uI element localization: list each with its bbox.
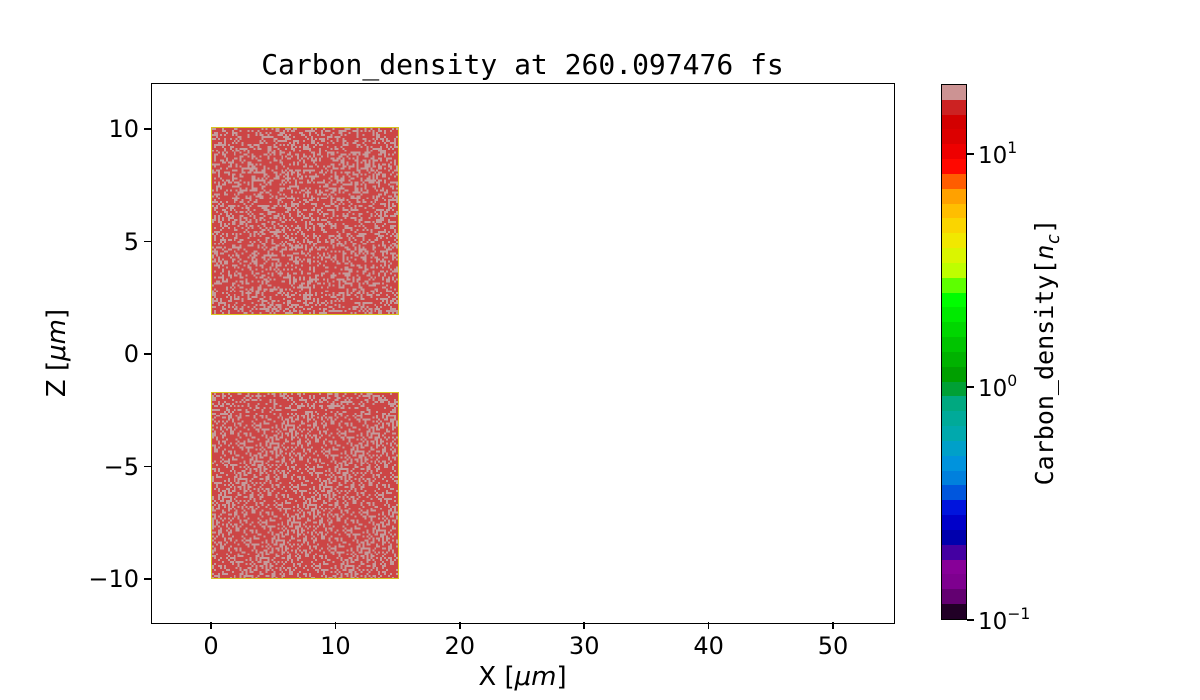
y-axis-tick-label: −5 (103, 452, 139, 481)
colorbar-segment (942, 85, 966, 100)
plot-title: Carbon_density at 260.097476 fs (261, 48, 784, 81)
colorbar-segment (942, 277, 966, 293)
x-axis-tick (832, 622, 834, 629)
colorbar-label: Carbon_density[nc] (1030, 219, 1064, 486)
density-block (210, 126, 399, 316)
x-axis-tick (210, 622, 212, 629)
colorbar-tick-label: 10−1 (978, 604, 1031, 635)
colorbar-segment (942, 366, 966, 382)
colorbar-segment (942, 233, 966, 249)
colorbar-segment (942, 173, 966, 189)
colorbar-label-subscript: c (1043, 233, 1064, 245)
colorbar-segment (942, 262, 966, 278)
x-axis-tick (459, 622, 461, 629)
y-axis-label-close: ] (42, 308, 72, 320)
x-axis-tick-label: 30 (568, 632, 600, 660)
x-axis-tick (583, 622, 585, 629)
colorbar-segment (942, 144, 966, 160)
colorbar-segment (942, 337, 966, 352)
colorbar-segment (942, 470, 966, 486)
colorbar-segment (942, 426, 966, 441)
y-axis-tick (143, 128, 151, 130)
y-axis-tick-label: −10 (88, 565, 139, 594)
colorbar-segment (942, 411, 966, 427)
colorbar-label-text: Carbon_density[ (1030, 259, 1059, 486)
colorbar-segment (942, 292, 966, 308)
colorbar-segment (942, 159, 966, 174)
colorbar-segment (942, 396, 966, 412)
colorbar-segment (942, 559, 966, 575)
colorbar-tick (967, 619, 974, 621)
density-speckle-canvas (211, 393, 398, 578)
colorbar-tick-label: 101 (978, 138, 1018, 169)
x-axis-tick-label: 0 (203, 632, 219, 660)
x-axis-tick-label: 10 (320, 632, 351, 660)
colorbar-segment (942, 99, 966, 115)
y-axis-tick (143, 353, 151, 355)
y-axis-label: Z [μm] (42, 309, 72, 397)
colorbar-segment (942, 500, 966, 516)
y-axis-tick (143, 578, 151, 580)
colorbar-segment (942, 114, 966, 130)
y-axis-tick-label: 10 (108, 115, 139, 143)
colorbar-tick-label: 100 (978, 371, 1018, 402)
y-axis-tick-label: 0 (123, 340, 139, 368)
colorbar-segment (942, 515, 966, 530)
colorbar-segment (942, 603, 966, 619)
colorbar-tick (967, 386, 974, 388)
x-axis-tick-label: 20 (444, 632, 476, 660)
colorbar-segment (942, 589, 966, 604)
density-block (210, 392, 399, 579)
y-axis-tick (143, 465, 151, 468)
colorbar-segment (942, 529, 966, 545)
y-axis-tick-label: 5 (123, 227, 139, 256)
x-axis-label-text: X [ (478, 662, 515, 692)
colorbar-segment (942, 440, 966, 456)
colorbar-segment (942, 381, 966, 397)
colorbar-segment (942, 248, 966, 263)
x-axis-tick (334, 622, 337, 629)
colorbar-segment (942, 544, 966, 560)
y-axis-tick (143, 240, 151, 243)
colorbar-segment (942, 351, 966, 367)
colorbar-label-close: ] (1030, 218, 1059, 234)
colorbar-segment (942, 218, 966, 234)
colorbar-segment (942, 129, 966, 145)
colorbar-segment (942, 188, 966, 204)
colorbar-segment (942, 322, 966, 338)
x-axis-tick (707, 622, 710, 629)
y-axis-label-unit: μm (42, 319, 72, 361)
colorbar-segment (942, 455, 966, 471)
colorbar-segment (942, 574, 966, 590)
colorbar-label-symbol: n (1030, 244, 1059, 260)
colorbar (941, 84, 967, 620)
density-speckle-canvas (211, 127, 398, 315)
x-axis-label-close: ] (556, 662, 567, 692)
y-axis-label-text: Z [ (42, 360, 72, 398)
x-axis-tick-label: 40 (693, 632, 724, 660)
x-axis-tick-label: 50 (817, 632, 849, 660)
x-axis-label-unit: μm (514, 662, 557, 692)
colorbar-segment (942, 203, 966, 219)
colorbar-segment (942, 307, 966, 323)
x-axis-label: X [μm] (478, 662, 566, 692)
colorbar-tick (967, 153, 974, 155)
colorbar-segment (942, 485, 966, 501)
